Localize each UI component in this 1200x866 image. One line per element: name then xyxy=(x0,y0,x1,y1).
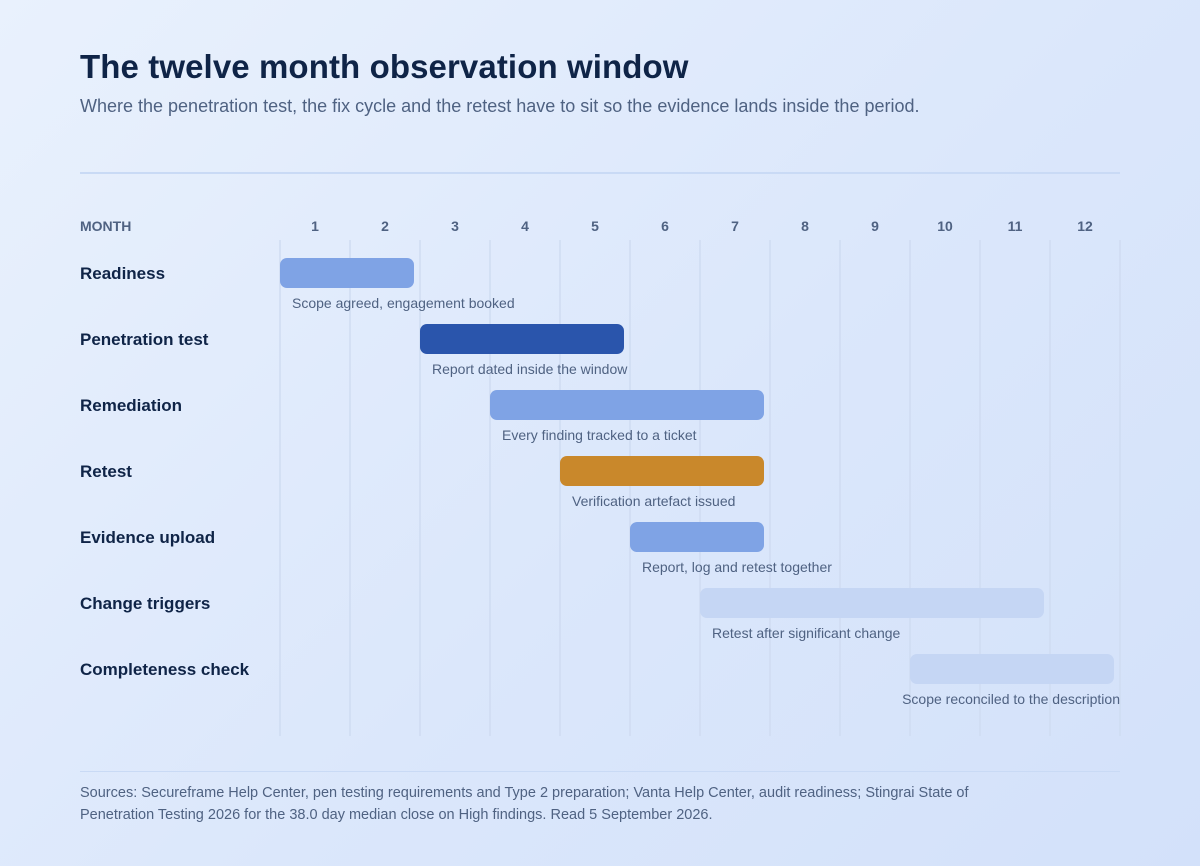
task-rows: Readiness Scope agreed, engagement booked… xyxy=(80,258,1120,707)
month-header-6: 6 xyxy=(661,218,669,234)
task-row-retest: Retest Verification artefact issued xyxy=(80,456,764,509)
task-bar xyxy=(910,654,1114,684)
task-note: Verification artefact issued xyxy=(572,493,735,509)
task-label: Evidence upload xyxy=(80,528,215,547)
footer-divider xyxy=(80,771,1120,772)
task-label: Retest xyxy=(80,462,132,481)
task-note: Scope reconciled to the description xyxy=(902,691,1120,707)
task-label: Change triggers xyxy=(80,594,210,613)
task-note: Every finding tracked to a ticket xyxy=(502,427,697,443)
task-label: Remediation xyxy=(80,396,182,415)
header-divider xyxy=(80,172,1120,174)
chart-subtitle: Where the penetration test, the fix cycl… xyxy=(80,96,920,116)
task-row-readiness: Readiness Scope agreed, engagement booked xyxy=(80,258,515,311)
month-header-1: 1 xyxy=(311,218,319,234)
month-header-11: 11 xyxy=(1008,218,1023,234)
task-row-penetration-test: Penetration test Report dated inside the … xyxy=(80,324,628,377)
month-header-7: 7 xyxy=(731,218,739,234)
month-header-2: 2 xyxy=(381,218,389,234)
task-note: Retest after significant change xyxy=(712,625,901,641)
month-header-3: 3 xyxy=(451,218,459,234)
task-bar xyxy=(560,456,764,486)
task-label: Penetration test xyxy=(80,330,209,349)
task-note: Scope agreed, engagement booked xyxy=(292,295,515,311)
month-header-12: 12 xyxy=(1077,218,1093,234)
task-row-completeness-check: Completeness check Scope reconciled to th… xyxy=(80,654,1120,707)
task-label: Readiness xyxy=(80,264,165,283)
task-bar xyxy=(700,588,1044,618)
task-bar xyxy=(490,390,764,420)
task-bar xyxy=(420,324,624,354)
task-note: Report, log and retest together xyxy=(642,559,832,575)
month-gridlines xyxy=(279,240,1121,736)
task-bar xyxy=(280,258,414,288)
month-axis-label: MONTH xyxy=(80,218,131,234)
chart-title: The twelve month observation window xyxy=(80,48,689,85)
month-headers: 1 2 3 4 5 6 7 8 9 10 11 12 xyxy=(311,218,1093,234)
month-header-8: 8 xyxy=(801,218,809,234)
task-label: Completeness check xyxy=(80,660,250,679)
task-row-change-triggers: Change triggers Retest after significant … xyxy=(80,588,1044,641)
task-note: Report dated inside the window xyxy=(432,361,628,377)
task-row-remediation: Remediation Every finding tracked to a ti… xyxy=(80,390,764,443)
month-header-10: 10 xyxy=(937,218,953,234)
month-header-5: 5 xyxy=(591,218,599,234)
task-row-evidence-upload: Evidence upload Report, log and retest to… xyxy=(80,522,832,575)
month-header-9: 9 xyxy=(871,218,879,234)
task-bar xyxy=(630,522,764,552)
month-header-4: 4 xyxy=(521,218,529,234)
sources-note: Sources: Secureframe Help Center, pen te… xyxy=(80,785,969,823)
